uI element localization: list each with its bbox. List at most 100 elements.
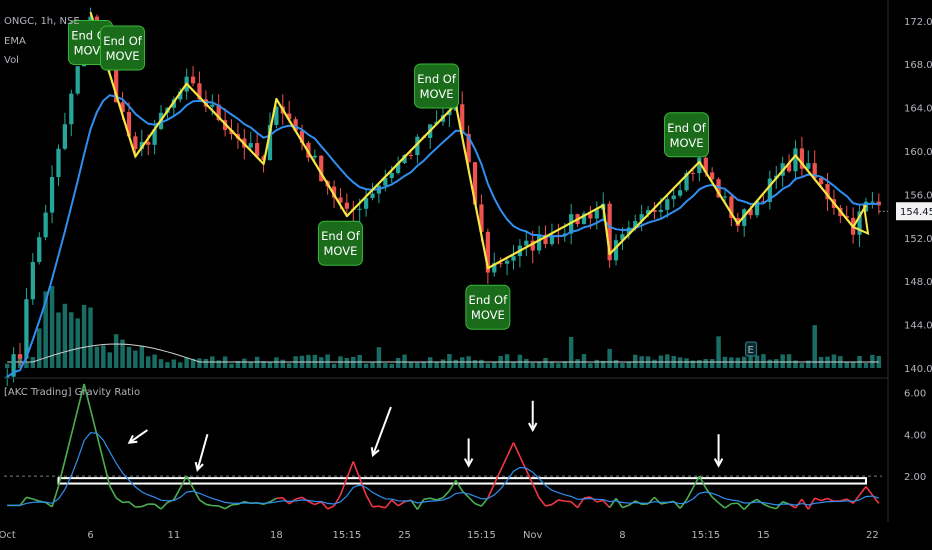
volume-bar <box>543 357 548 368</box>
vol-legend-label[interactable]: Vol <box>4 55 19 66</box>
ratio-signal-line <box>7 432 879 506</box>
volume-ma-line <box>7 343 879 363</box>
price-tick-7: 168.00 <box>904 60 932 71</box>
symbol-legend: ONGC, 1h, NSE EMA Vol <box>4 16 80 67</box>
volume-bar <box>440 359 446 368</box>
ratio-tick-1: 4.00 <box>904 430 926 441</box>
candle-body <box>216 104 221 121</box>
ratio-segment <box>308 500 316 506</box>
candle-body <box>24 299 29 359</box>
volume-bar <box>524 358 529 368</box>
ratio-segment <box>185 475 194 489</box>
ratio-segment <box>218 505 226 510</box>
candle-body <box>716 179 721 198</box>
candle-body <box>447 110 452 116</box>
volume-bar <box>145 356 151 368</box>
candle-body <box>633 221 638 228</box>
indicator-legend[interactable]: [AKC Trading] Gravity Ratio <box>4 387 141 398</box>
volume-bar <box>139 345 145 368</box>
gravity-ratio-panel: 2.00 4.00 6.00 <box>4 377 926 511</box>
volume-bar <box>793 360 798 368</box>
volume-bar <box>530 362 535 368</box>
ratio-segment <box>448 479 457 492</box>
volume-bar <box>171 359 177 368</box>
arrow-3 <box>463 438 474 468</box>
volume-bar <box>799 363 805 368</box>
candle-body <box>383 178 388 186</box>
candle-body <box>492 263 497 273</box>
candle-body <box>312 155 317 158</box>
candle-body <box>722 196 728 198</box>
candle-body <box>126 112 132 137</box>
candle-body <box>639 214 644 222</box>
candle-body <box>11 354 16 377</box>
candle-body <box>287 113 292 120</box>
ratio-segment <box>551 499 559 506</box>
ratio-segment <box>596 499 604 503</box>
candle-body <box>498 263 503 265</box>
volume-bar <box>113 334 119 368</box>
candle-body <box>799 148 805 169</box>
x-tick-3: 18 <box>270 530 283 541</box>
volume-bar <box>780 354 785 368</box>
candle-body <box>710 172 715 180</box>
volume-bar <box>306 354 311 368</box>
candle-body <box>613 240 619 261</box>
volume-bar <box>242 358 247 368</box>
ratio-segment <box>608 497 617 509</box>
candle-body <box>645 210 651 215</box>
candle-body <box>389 173 394 179</box>
zigzag-line <box>89 11 870 270</box>
volume-bar <box>331 363 337 368</box>
ratio-segment <box>487 483 495 499</box>
volume-bar <box>812 325 817 368</box>
callout-line1: End Of <box>667 121 707 135</box>
candle-body <box>210 104 215 107</box>
volume-bar <box>363 363 369 368</box>
candle-body <box>690 173 696 175</box>
ratio-segment <box>827 497 835 502</box>
volume-bars: E <box>4 286 882 368</box>
ema-legend-label[interactable]: EMA <box>4 36 26 47</box>
candle-body <box>767 178 772 202</box>
candle-body <box>69 93 74 125</box>
callout-line1: End Of <box>321 229 361 243</box>
volume-bar <box>165 362 170 368</box>
volume-bar <box>43 291 48 368</box>
volume-bar <box>600 360 606 368</box>
volume-bar <box>37 328 42 368</box>
ratio-segment <box>820 497 828 502</box>
volume-bar <box>831 354 837 368</box>
volume-bar <box>395 357 401 368</box>
ratio-segment <box>794 498 803 509</box>
symbol-title[interactable]: ONGC, 1h, NSE <box>4 16 80 27</box>
arrow-head <box>713 458 724 468</box>
volume-bar <box>767 359 773 368</box>
candle-body <box>408 154 414 156</box>
volume-bar <box>248 361 253 368</box>
candle-body <box>658 209 664 212</box>
volume-bar <box>434 361 439 368</box>
ratio-segment <box>698 475 707 489</box>
ratio-segment <box>269 497 277 503</box>
ratio-segment <box>372 505 379 508</box>
candle-body <box>331 186 337 198</box>
callout-line2: MOVE <box>324 244 358 258</box>
ratio-segment <box>76 383 85 410</box>
volume-bar <box>581 354 587 368</box>
volume-bar <box>203 358 209 368</box>
candle-body <box>17 354 23 359</box>
candle-body <box>479 204 484 232</box>
ratio-segment <box>525 469 534 485</box>
last-price-label: 154.45 <box>900 207 932 218</box>
candle-body <box>549 234 555 245</box>
volume-bar <box>472 360 478 368</box>
ratio-segment <box>641 502 649 506</box>
volume-bar <box>30 357 36 368</box>
candle-body <box>844 216 849 218</box>
ema-path <box>6 94 879 378</box>
ratio-segment <box>602 500 611 509</box>
